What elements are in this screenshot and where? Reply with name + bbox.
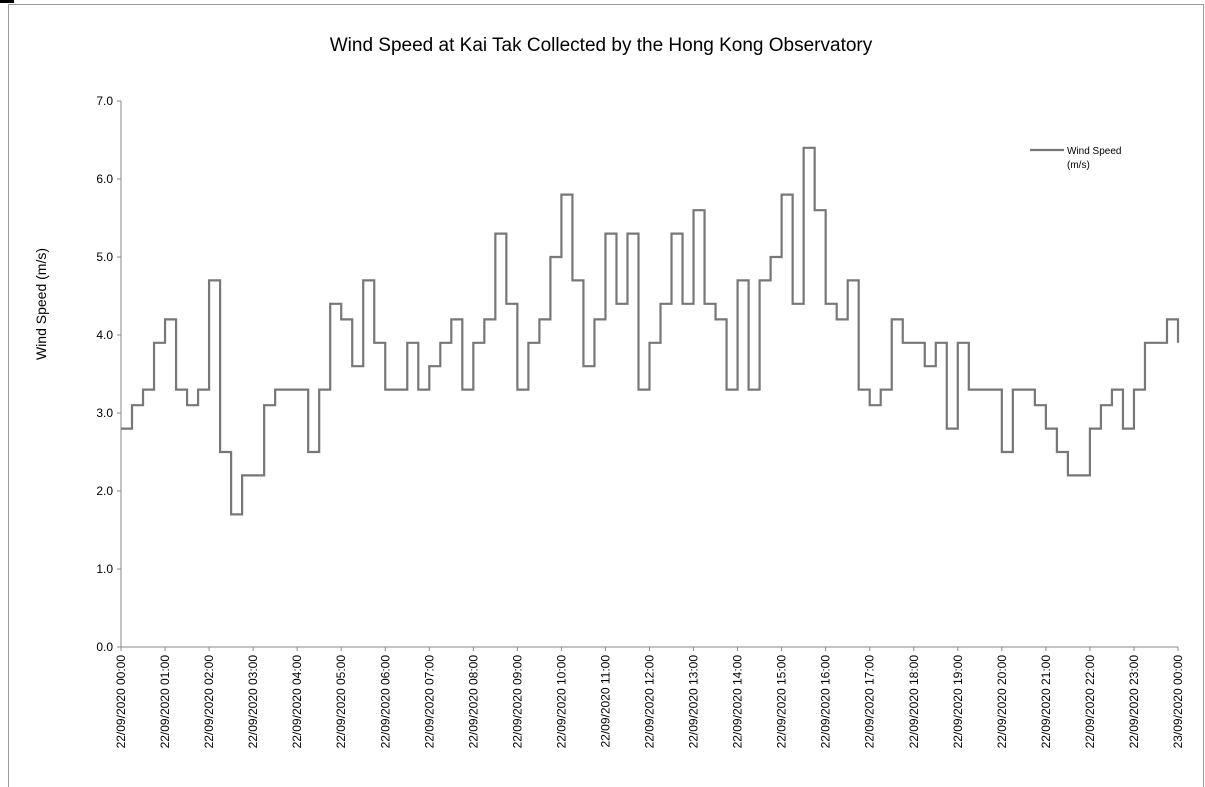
x-tick-label: 22/09/2020 17:00 (863, 655, 877, 749)
x-axis: 22/09/2020 00:00 22/09/2020 01:00 22/09/20… (114, 646, 1185, 749)
y-tick-label: 4.0 (96, 328, 113, 342)
y-tick-label: 3.0 (96, 406, 113, 420)
series-layer (121, 146, 1180, 516)
y-tick-label: 6.0 (96, 172, 113, 186)
x-tick-label: 22/09/2020 06:00 (378, 655, 392, 749)
y-tick-label: 7.0 (96, 94, 113, 108)
y-tick-label: 0.0 (96, 640, 113, 654)
x-tick-label: 22/09/2020 09:00 (510, 655, 524, 749)
x-tick-label: 22/09/2020 11:00 (598, 655, 612, 748)
x-tick-label: 22/09/2020 16:00 (819, 655, 833, 749)
chart-frame (8, 4, 1204, 787)
x-tick-label: 22/09/2020 08:00 (466, 655, 480, 749)
x-tick-label: 22/09/2020 15:00 (775, 655, 789, 749)
x-tick-label: 22/09/2020 22:00 (1083, 655, 1097, 749)
y-tick-label: 1.0 (96, 562, 113, 576)
chart-title: Wind Speed at Kai Tak Collected by the H… (330, 35, 873, 56)
x-tick-label: 22/09/2020 01:00 (158, 655, 172, 749)
x-tick-label: 22/09/2020 07:00 (422, 655, 436, 749)
x-tick-label: 22/09/2020 02:00 (202, 655, 216, 749)
x-tick-label: 22/09/2020 19:00 (951, 655, 965, 749)
x-tick-label: 22/09/2020 18:00 (907, 655, 921, 749)
x-tick-label: 23/09/2020 00:00 (1171, 655, 1185, 749)
x-tick-label: 22/09/2020 12:00 (643, 655, 657, 749)
x-tick-label: 22/09/2020 23:00 (1127, 655, 1141, 749)
legend: Wind Speed (m/s) (1030, 146, 1121, 171)
legend-label: Wind Speed (1067, 146, 1121, 157)
x-tick-label: 22/09/2020 04:00 (290, 655, 304, 749)
x-tick-label: 22/09/2020 00:00 (114, 655, 128, 749)
y-axis-title: Wind Speed (m/s) (33, 248, 49, 360)
x-tick-label: 22/09/2020 13:00 (687, 655, 701, 749)
y-tick-label: 2.0 (96, 484, 113, 498)
x-tick-label: 22/09/2020 03:00 (246, 655, 260, 749)
legend-label-unit: (m/s) (1067, 160, 1090, 171)
series-line-wind-speed (121, 146, 1180, 516)
x-tick-label: 22/09/2020 14:00 (731, 655, 745, 749)
x-tick-label: 22/09/2020 21:00 (1039, 655, 1053, 749)
x-tick-label: 22/09/2020 05:00 (334, 655, 348, 749)
y-axis: 0.0 1.0 2.0 3.0 4.0 5.0 6.0 7.0 (96, 94, 122, 654)
y-tick-label: 5.0 (96, 250, 113, 264)
x-tick-label: 22/09/2020 10:00 (554, 655, 568, 749)
x-tick-label: 22/09/2020 20:00 (995, 655, 1009, 749)
corner-mark (0, 0, 14, 3)
